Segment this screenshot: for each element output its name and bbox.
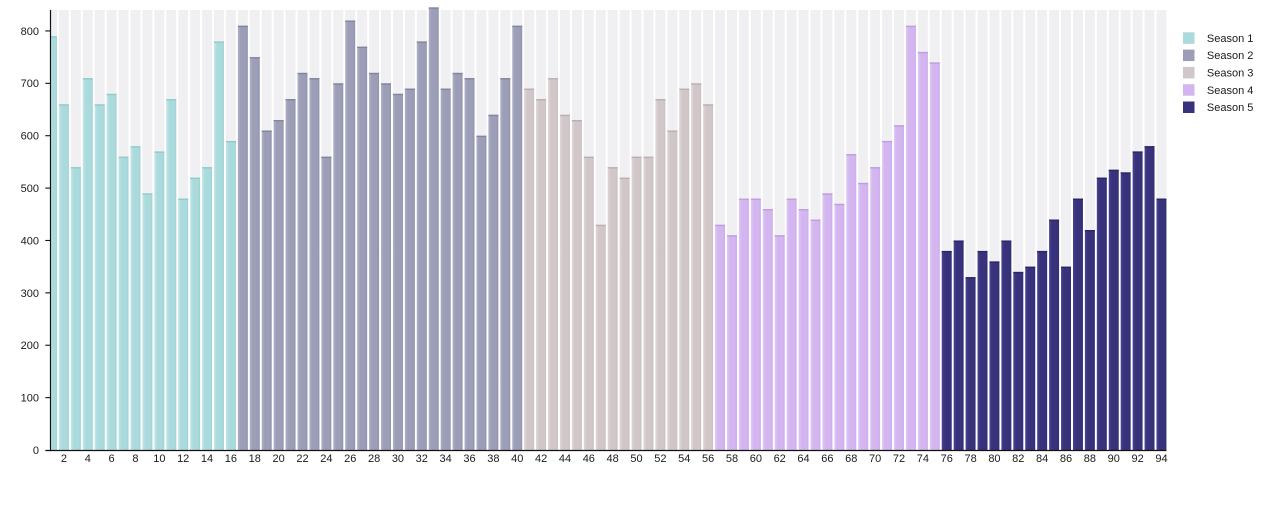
svg-text:200: 200 [21, 340, 39, 352]
svg-text:94: 94 [1155, 453, 1167, 465]
svg-text:Season 1: Season 1 [1207, 33, 1253, 45]
svg-text:28: 28 [368, 453, 380, 465]
svg-text:6: 6 [109, 453, 115, 465]
svg-text:30: 30 [392, 453, 404, 465]
svg-text:24: 24 [320, 453, 332, 465]
svg-text:40: 40 [511, 453, 523, 465]
svg-text:Season 5: Season 5 [1207, 102, 1253, 114]
svg-text:72: 72 [893, 453, 905, 465]
svg-text:Season 2: Season 2 [1207, 50, 1253, 62]
svg-text:64: 64 [797, 453, 809, 465]
svg-text:52: 52 [654, 453, 666, 465]
svg-text:8: 8 [132, 453, 138, 465]
svg-text:82: 82 [1012, 453, 1024, 465]
svg-text:44: 44 [559, 453, 571, 465]
svg-text:2: 2 [61, 453, 67, 465]
svg-text:56: 56 [702, 453, 714, 465]
svg-text:18: 18 [249, 453, 261, 465]
svg-text:26: 26 [344, 453, 356, 465]
svg-text:32: 32 [416, 453, 428, 465]
svg-text:300: 300 [21, 288, 39, 300]
svg-text:42: 42 [535, 453, 547, 465]
svg-text:68: 68 [845, 453, 857, 465]
svg-text:Season 4: Season 4 [1207, 85, 1253, 97]
svg-text:88: 88 [1084, 453, 1096, 465]
svg-text:74: 74 [917, 453, 929, 465]
svg-text:62: 62 [774, 453, 786, 465]
svg-text:16: 16 [225, 453, 237, 465]
svg-text:700: 700 [21, 78, 39, 90]
svg-text:0: 0 [33, 445, 39, 457]
svg-text:10: 10 [153, 453, 165, 465]
svg-text:60: 60 [750, 453, 762, 465]
svg-text:600: 600 [21, 131, 39, 143]
svg-text:46: 46 [583, 453, 595, 465]
svg-text:66: 66 [821, 453, 833, 465]
svg-text:14: 14 [201, 453, 213, 465]
svg-text:70: 70 [869, 453, 881, 465]
svg-text:22: 22 [296, 453, 308, 465]
svg-text:76: 76 [941, 453, 953, 465]
svg-text:500: 500 [21, 183, 39, 195]
svg-text:Season 3: Season 3 [1207, 68, 1253, 80]
svg-text:100: 100 [21, 393, 39, 405]
svg-text:4: 4 [85, 453, 91, 465]
svg-text:58: 58 [726, 453, 738, 465]
svg-text:54: 54 [678, 453, 690, 465]
svg-text:12: 12 [177, 453, 189, 465]
svg-text:78: 78 [964, 453, 976, 465]
svg-text:36: 36 [463, 453, 475, 465]
svg-text:86: 86 [1060, 453, 1072, 465]
svg-text:90: 90 [1108, 453, 1120, 465]
svg-text:34: 34 [440, 453, 452, 465]
svg-text:48: 48 [607, 453, 619, 465]
svg-text:20: 20 [273, 453, 285, 465]
svg-text:38: 38 [487, 453, 499, 465]
svg-text:400: 400 [21, 235, 39, 247]
svg-text:92: 92 [1131, 453, 1143, 465]
svg-text:80: 80 [988, 453, 1000, 465]
svg-text:50: 50 [630, 453, 642, 465]
svg-text:800: 800 [21, 26, 39, 38]
svg-text:84: 84 [1036, 453, 1048, 465]
